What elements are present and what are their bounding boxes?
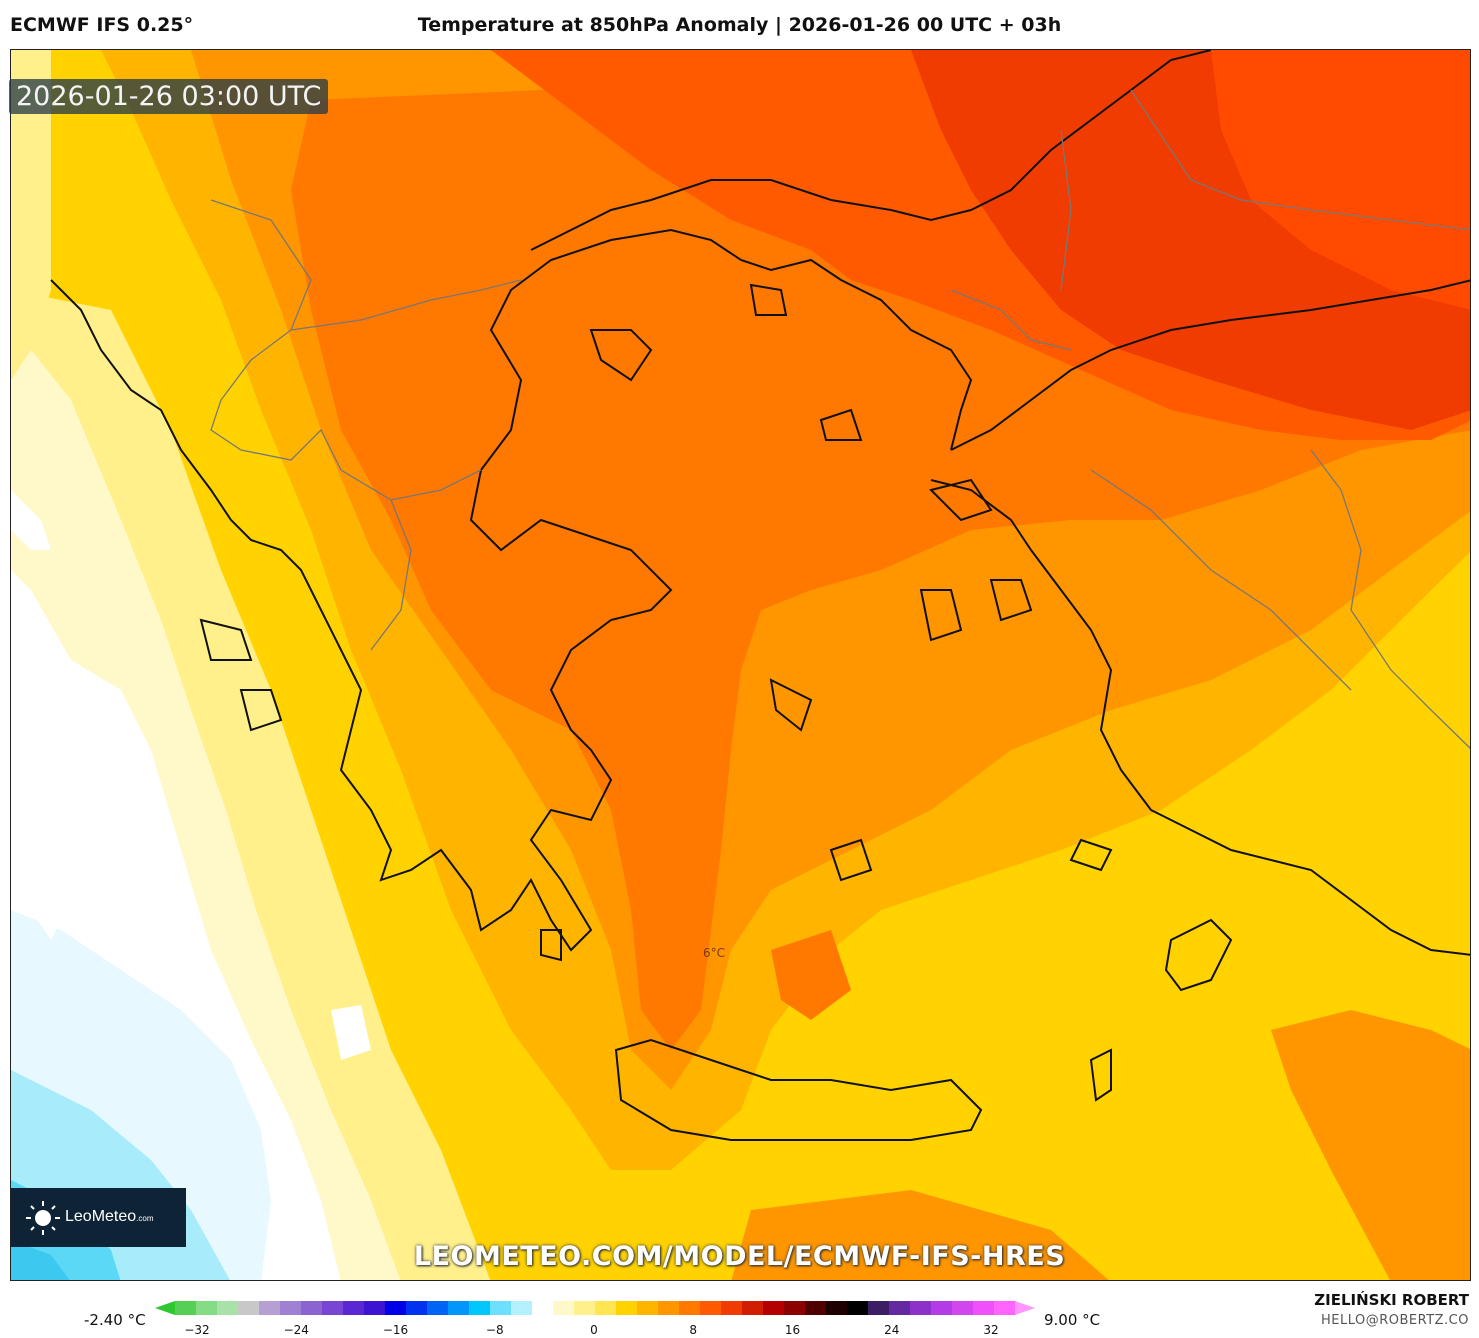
colorbar-swatch — [406, 1301, 428, 1315]
colorbar-swatch — [700, 1301, 722, 1315]
colorbar-swatch — [322, 1301, 344, 1315]
colorbar-swatch — [805, 1301, 827, 1315]
colorbar-max-arrow — [1015, 1301, 1035, 1315]
colorbar-swatch — [637, 1301, 659, 1315]
colorbar-swatch — [931, 1301, 953, 1315]
colorbar-min-label: -2.40 °C — [84, 1311, 146, 1329]
colorbar-swatch — [595, 1301, 617, 1315]
colorbar-swatch — [301, 1301, 323, 1315]
anomaly-map — [11, 50, 1470, 1280]
colorbar-swatch — [469, 1301, 491, 1315]
colorbar-swatch — [196, 1301, 218, 1315]
colorbar-swatch — [889, 1301, 911, 1315]
leometeo-logo[interactable]: LeoMeteo.com — [11, 1188, 186, 1247]
model-url[interactable]: LEOMETEO.COM/MODEL/ECMWF-IFS-HRES — [413, 1241, 1066, 1272]
colorbar-swatch — [973, 1301, 995, 1315]
colorbar-tick-label: −32 — [184, 1323, 210, 1337]
colorbar-swatch — [343, 1301, 365, 1315]
model-name: ECMWF IFS 0.25° — [10, 14, 194, 36]
colorbar-swatch — [427, 1301, 449, 1315]
colorbar-tick-label: 24 — [884, 1323, 900, 1337]
map-title: Temperature at 850hPa Anomaly | 2026-01-… — [417, 14, 1062, 36]
colorbar-swatch — [910, 1301, 932, 1315]
colorbar-swatch — [385, 1301, 407, 1315]
colorbar-swatch — [259, 1301, 281, 1315]
colorbar-swatch — [175, 1301, 197, 1315]
colorbar-swatch — [511, 1301, 533, 1315]
colorbar-swatch — [217, 1301, 239, 1315]
colorbar-swatch — [847, 1301, 869, 1315]
colorbar-swatch — [742, 1301, 764, 1315]
colorbar-max-label: 9.00 °C — [1044, 1311, 1101, 1329]
colorbar-swatch — [532, 1301, 554, 1315]
sun-icon — [26, 1201, 60, 1235]
colorbar — [155, 1301, 1035, 1315]
colorbar-swatch — [679, 1301, 701, 1315]
logo-text: LeoMeteo.com — [65, 1208, 154, 1226]
colorbar-swatch — [784, 1301, 806, 1315]
colorbar-tick-label: −8 — [485, 1323, 504, 1337]
colorbar-swatch — [448, 1301, 470, 1315]
contour-label: 6°C — [703, 946, 726, 960]
valid-time-badge: 2026-01-26 03:00 UTC — [9, 79, 329, 114]
colorbar-swatch — [490, 1301, 512, 1315]
logo-name: LeoMeteo — [65, 1208, 137, 1225]
colorbar-swatch — [364, 1301, 386, 1315]
colorbar-min-arrow — [155, 1301, 175, 1315]
map-area[interactable]: 6°C — [10, 49, 1471, 1281]
colorbar-swatch — [574, 1301, 596, 1315]
colorbar-swatch — [763, 1301, 785, 1315]
colorbar-swatch — [238, 1301, 260, 1315]
author-name: ZIELIŃSKI ROBERT — [1314, 1291, 1469, 1309]
colorbar-swatch — [280, 1301, 302, 1315]
colorbar-tick-label: −24 — [283, 1323, 309, 1337]
colorbar-tick-label: 16 — [784, 1323, 801, 1337]
colorbar-swatch — [721, 1301, 743, 1315]
colorbar-swatch — [616, 1301, 638, 1315]
colorbar-swatch — [826, 1301, 848, 1315]
colorbar-swatch — [553, 1301, 575, 1315]
logo-suffix: .com — [136, 1214, 154, 1223]
colorbar-swatch — [868, 1301, 890, 1315]
colorbar-tick-label: 8 — [689, 1323, 698, 1337]
colorbar-tick-label: −16 — [382, 1323, 409, 1337]
colorbar-swatch — [952, 1301, 974, 1315]
colorbar-tick-label: 0 — [590, 1323, 598, 1337]
colorbar-swatch — [994, 1301, 1016, 1315]
colorbar-swatch — [658, 1301, 680, 1315]
colorbar-tick-label: 32 — [983, 1323, 999, 1337]
author-email[interactable]: HELLO@ROBERTZ.CO — [1320, 1313, 1469, 1328]
